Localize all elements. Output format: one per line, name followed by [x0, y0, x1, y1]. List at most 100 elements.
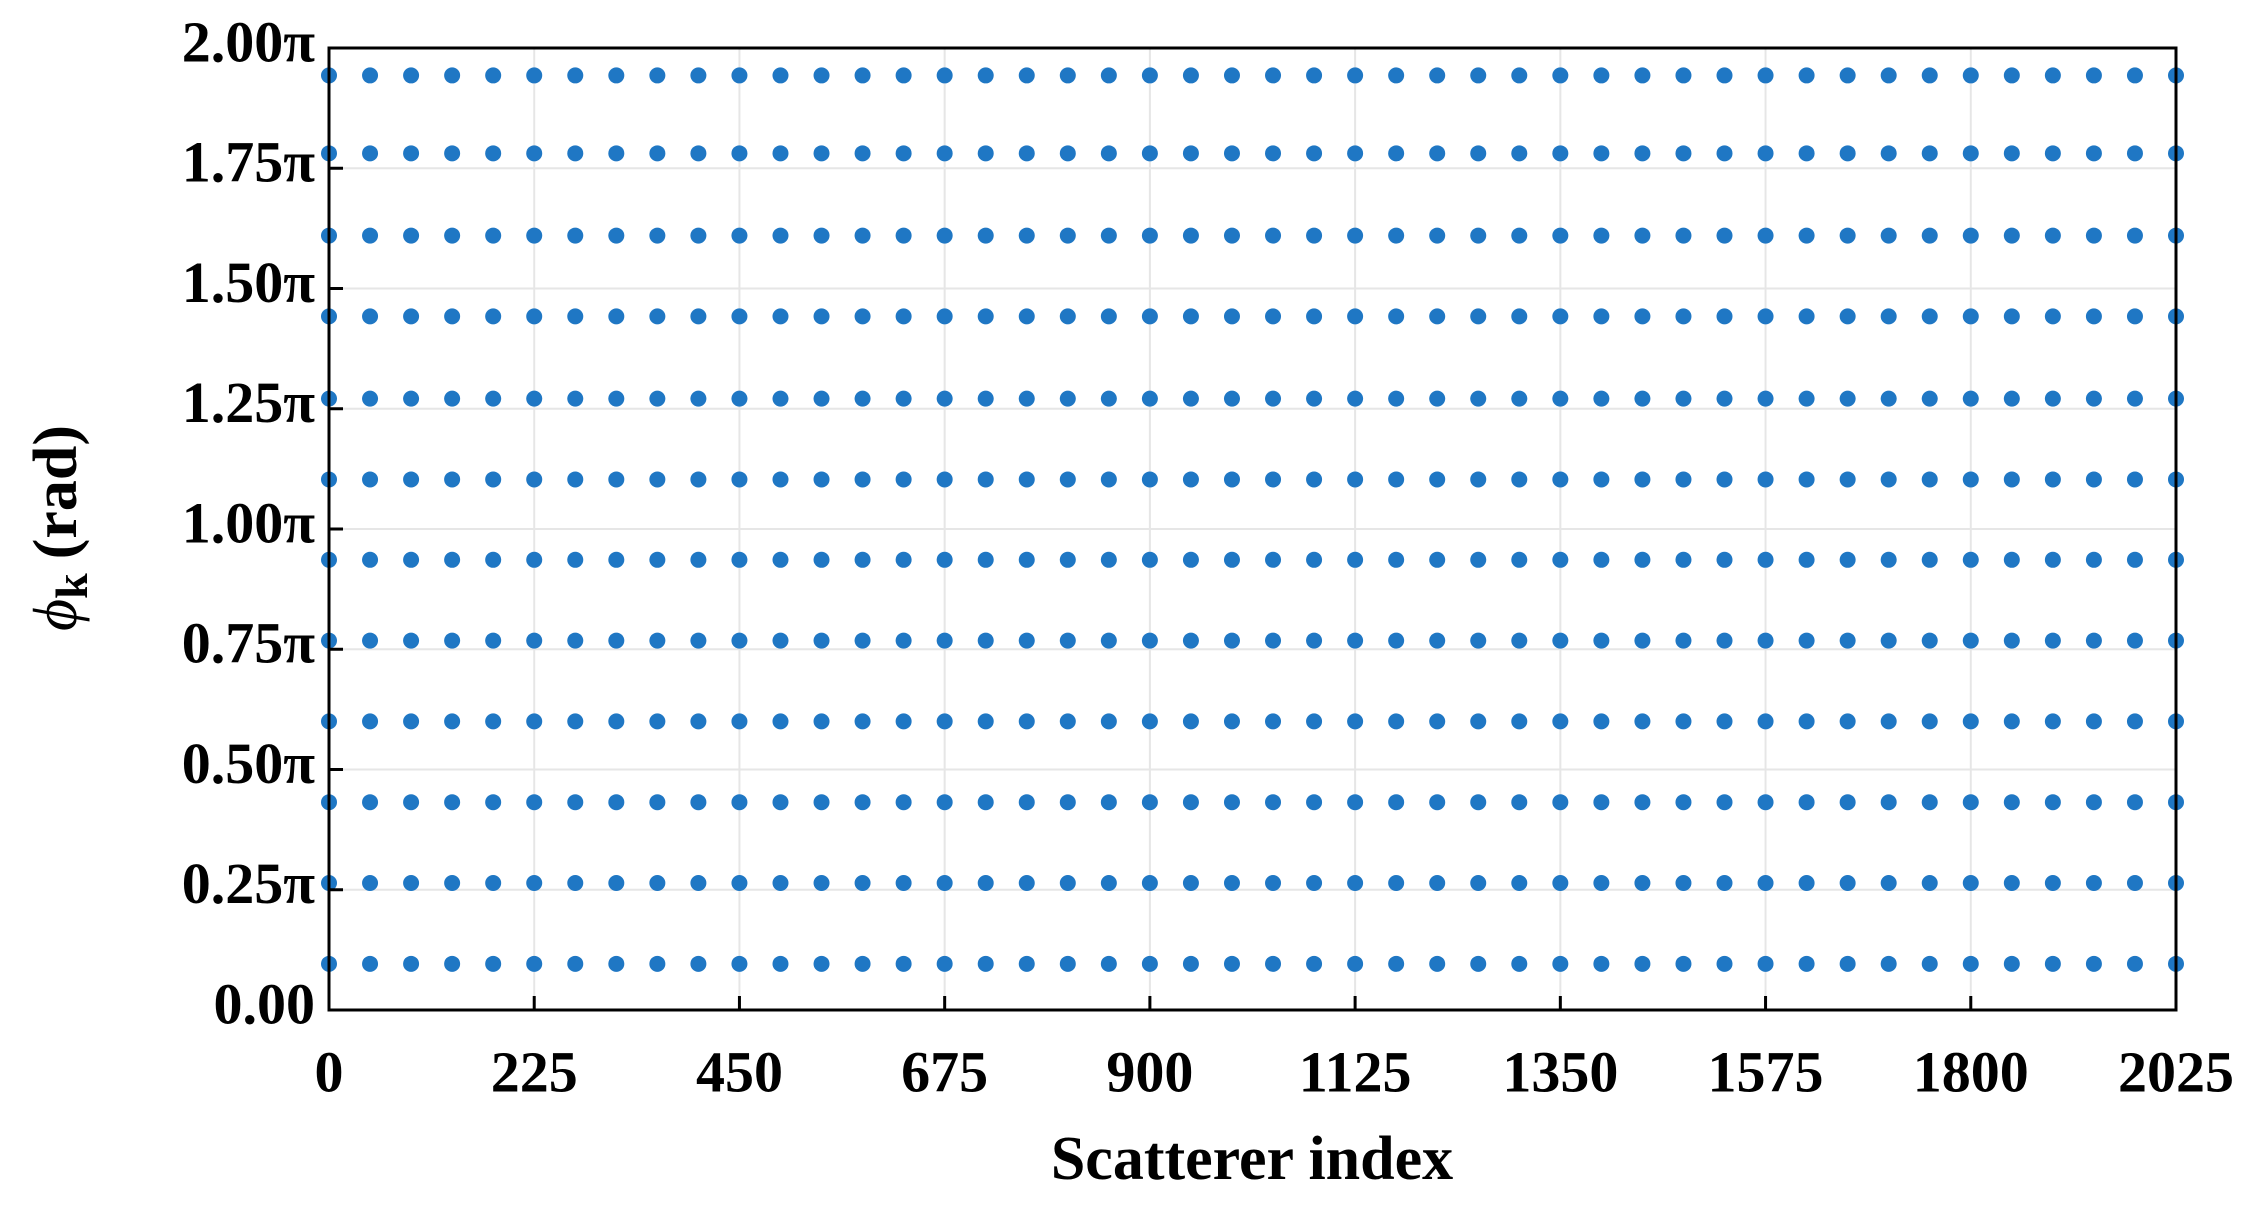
point [2003, 632, 2020, 649]
point [1429, 227, 1446, 244]
point [1593, 713, 1610, 730]
point [526, 308, 543, 325]
point [977, 67, 994, 84]
point [1757, 390, 1774, 407]
point [1634, 632, 1651, 649]
point [1347, 471, 1364, 488]
point [485, 632, 502, 649]
point [1018, 794, 1035, 811]
point [854, 390, 871, 407]
point [731, 955, 748, 972]
point [1100, 551, 1117, 568]
y-tick-label: 1.75π [182, 130, 316, 195]
point [731, 875, 748, 892]
y-tick-label: 1.50π [182, 250, 316, 315]
point [1880, 632, 1897, 649]
point [485, 551, 502, 568]
point [1552, 471, 1569, 488]
point [1716, 713, 1733, 730]
point [1347, 875, 1364, 892]
point [1141, 227, 1158, 244]
point [1757, 794, 1774, 811]
point [1757, 713, 1774, 730]
point [1921, 145, 1938, 162]
point [1059, 308, 1076, 325]
point [1429, 551, 1446, 568]
y-tick-label: 2.00π [182, 9, 316, 74]
point [895, 67, 912, 84]
point [1470, 390, 1487, 407]
point [444, 713, 461, 730]
point [1018, 713, 1035, 730]
point [362, 145, 379, 162]
point [1059, 551, 1076, 568]
point [690, 471, 707, 488]
point [444, 632, 461, 649]
point [1839, 471, 1856, 488]
point [854, 308, 871, 325]
point [1839, 955, 1856, 972]
point [936, 875, 953, 892]
point [854, 713, 871, 730]
point [1798, 227, 1815, 244]
point [1141, 471, 1158, 488]
point [2003, 551, 2020, 568]
point [362, 471, 379, 488]
point [1798, 390, 1815, 407]
point [1921, 632, 1938, 649]
point [690, 145, 707, 162]
point [1511, 713, 1528, 730]
point [813, 551, 830, 568]
point [936, 713, 953, 730]
point [485, 390, 502, 407]
x-tick-label: 900 [1106, 1039, 1193, 1104]
point [1100, 308, 1117, 325]
point [1265, 308, 1282, 325]
point [977, 713, 994, 730]
point [772, 145, 789, 162]
point [1675, 227, 1692, 244]
point [608, 67, 625, 84]
point [1223, 67, 1240, 84]
point [1552, 632, 1569, 649]
point [1182, 471, 1199, 488]
point [1593, 632, 1610, 649]
point [1059, 875, 1076, 892]
point [936, 551, 953, 568]
point [1716, 632, 1733, 649]
point [1962, 632, 1979, 649]
point [1182, 632, 1199, 649]
point [813, 308, 830, 325]
point [1265, 390, 1282, 407]
point [2003, 67, 2020, 84]
grid [328, 47, 2177, 1011]
point [1306, 551, 1323, 568]
point [485, 308, 502, 325]
point [1429, 67, 1446, 84]
point [1470, 794, 1487, 811]
point [1347, 551, 1364, 568]
point [526, 145, 543, 162]
point [1511, 390, 1528, 407]
point [608, 875, 625, 892]
point [813, 632, 830, 649]
point [1223, 794, 1240, 811]
point [1921, 227, 1938, 244]
point [2085, 67, 2102, 84]
y-axis-subscript: k [46, 573, 97, 599]
point [1470, 955, 1487, 972]
point [403, 390, 420, 407]
point [1059, 390, 1076, 407]
point [2003, 145, 2020, 162]
point [1839, 145, 1856, 162]
point [1552, 67, 1569, 84]
point [1962, 551, 1979, 568]
x-tick-label: 675 [901, 1039, 988, 1104]
point [977, 551, 994, 568]
point [1675, 390, 1692, 407]
point [2003, 955, 2020, 972]
point [485, 145, 502, 162]
point [1223, 390, 1240, 407]
point [2085, 713, 2102, 730]
point [1470, 875, 1487, 892]
